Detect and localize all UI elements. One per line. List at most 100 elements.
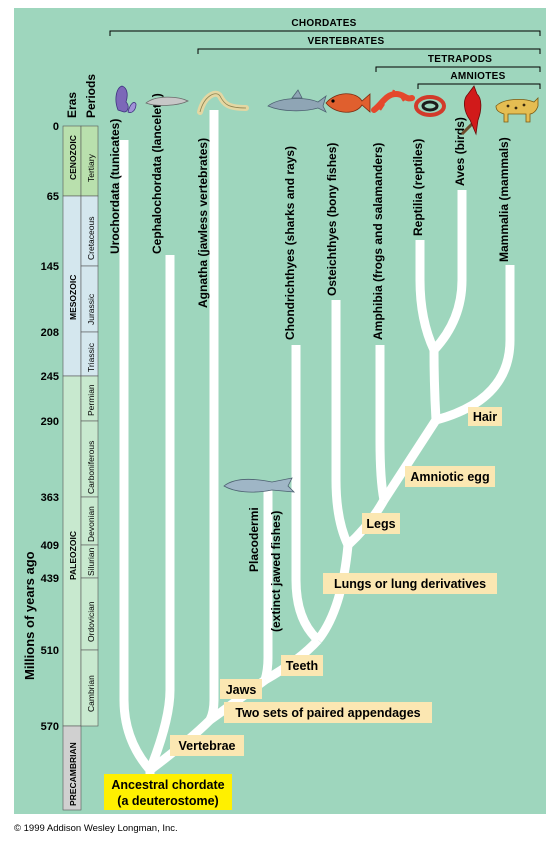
period-cambrian (80, 649, 99, 727)
character-box (405, 466, 495, 487)
branch-cephalochordata (145, 255, 175, 772)
taxon-aves: Aves (birds) (453, 117, 467, 186)
character-label: Amniotic egg (410, 470, 489, 484)
branch-agnatha (205, 110, 219, 723)
branch-amphibia (375, 345, 389, 501)
period-label-devonian: Devonian (86, 506, 96, 542)
character-jaws: Jaws (220, 679, 262, 699)
character-box (224, 702, 432, 723)
tick-439: 439 (41, 573, 59, 585)
taxon-chondrichthyes: Chondrichthyes (sharks and rays) (283, 146, 297, 340)
amniotes-label: Amniotes (450, 71, 505, 82)
branch-placodermi (260, 488, 273, 682)
taxon-osteichthyes: Osteichthyes (bony fishes) (325, 143, 339, 296)
cardinal-bird-icon (460, 85, 482, 136)
era-column (62, 125, 82, 811)
shark-dorsal-fin (291, 89, 303, 99)
taxon-amphibia: Amphibia (frogs and salamanders) (371, 143, 385, 340)
tick-245: 245 (41, 371, 59, 383)
tick-570: 570 (41, 721, 59, 733)
character-label: Jaws (226, 683, 257, 697)
shark-body (267, 94, 327, 113)
period-label-ordovician: Ordovician (86, 601, 96, 642)
character-box (281, 655, 323, 676)
vertebrates-label: Vertebrates (307, 36, 384, 47)
period-label-triassic: Triassic (86, 342, 96, 372)
placoderm-fish-icon (223, 477, 296, 493)
bony-fish-icon (325, 93, 371, 113)
tick-510: 510 (41, 645, 59, 657)
phylogenetic-tree (119, 110, 515, 790)
snake-coil-2 (421, 100, 439, 112)
branch-reptilia (415, 240, 439, 352)
lamprey-outline (199, 93, 247, 113)
taxon-reptilia: Reptilia (reptiles) (411, 139, 425, 236)
tunicate-body (115, 85, 129, 113)
leopard-spot-2 (514, 106, 518, 110)
tick-290: 290 (41, 416, 59, 428)
leopard-spot-1 (506, 104, 510, 108)
branch-amniote-stem (380, 417, 440, 503)
tunicate-body-2 (127, 102, 137, 113)
lamprey-icon (197, 90, 249, 115)
character-label: Teeth (286, 659, 318, 673)
character-box (323, 573, 497, 594)
tetrapods-bracket (375, 66, 541, 72)
period-label-permian: Permian (86, 384, 96, 416)
tick-65: 65 (47, 191, 59, 203)
era-label-mesozoic: Mesozoic (68, 275, 78, 320)
character-legs: Legs (362, 513, 400, 534)
character-box (362, 513, 400, 534)
tick-208: 208 (41, 327, 59, 339)
character-vertebrae: Vertebrae (170, 735, 244, 756)
branch-osteichthyes-stem (314, 544, 353, 643)
period-column (80, 125, 99, 727)
character-label: Lungs or lung derivatives (334, 577, 486, 591)
eras-header: Eras (65, 92, 79, 118)
placoderm-body (223, 477, 296, 493)
lancelet-icon (145, 96, 189, 106)
lancelet-body (145, 96, 189, 106)
era-label-cenozoic: Cenozoic (68, 135, 78, 180)
period-label-jurassic: Jurassic (86, 293, 96, 325)
taxon-agnatha: Agnatha (jawless vertebrates) (196, 138, 210, 308)
character-lungs: Lungs or lung derivatives (323, 573, 497, 594)
taxon-cephalochordata: Cephalochordata (lancelets) (150, 93, 164, 254)
root-box (104, 774, 232, 810)
fish-eye (331, 99, 335, 103)
branch-osteichthyes (331, 300, 353, 547)
salamander-icon (371, 89, 415, 113)
character-teeth: Teeth (281, 655, 323, 676)
taxon-urochordata: Urochordata (tunicates) (108, 119, 122, 254)
era-label-paleozoic: Paleozoic (68, 531, 78, 580)
period-label-tertiary: Tertiary (86, 153, 96, 182)
character-hair: Hair (468, 407, 502, 426)
period-label-silurian: Silurian (86, 547, 96, 576)
taxon-placodermi: Placodermi (247, 507, 261, 572)
character-label: Two sets of paired appendages (235, 706, 420, 720)
snake-coil-1 (414, 95, 446, 117)
tunicate-icon (115, 85, 137, 113)
leopard-spot-3 (522, 103, 526, 107)
branch-chondrichthyes (291, 345, 322, 644)
tetrapods-label: Tetrapods (428, 54, 492, 65)
character-paired-appendages: Two sets of paired appendages (224, 702, 432, 723)
branch-mammalia (434, 265, 515, 425)
root-label-line2: (a deuterostome) (117, 794, 218, 808)
salamander-body (371, 90, 415, 113)
character-box (170, 735, 244, 756)
period-label-carboniferous: Carboniferous (86, 441, 96, 494)
chordates-label: Chordates (291, 18, 356, 29)
tick-0: 0 (53, 121, 59, 133)
tick-363: 363 (41, 492, 59, 504)
character-label: Legs (366, 517, 395, 531)
character-amniotic-egg: Amniotic egg (405, 466, 495, 487)
period-label-cambrian: Cambrian (86, 675, 96, 712)
character-label: Vertebrae (179, 739, 236, 753)
branch-reptile-bird-stem (429, 349, 441, 421)
ancestral-chordate-box: Ancestral chordate (a deuterostome) (104, 774, 232, 810)
root-label-line1: Ancestral chordate (111, 778, 224, 792)
tick-145: 145 (41, 261, 59, 273)
character-box (220, 679, 262, 699)
branch-urochordata (119, 140, 154, 773)
